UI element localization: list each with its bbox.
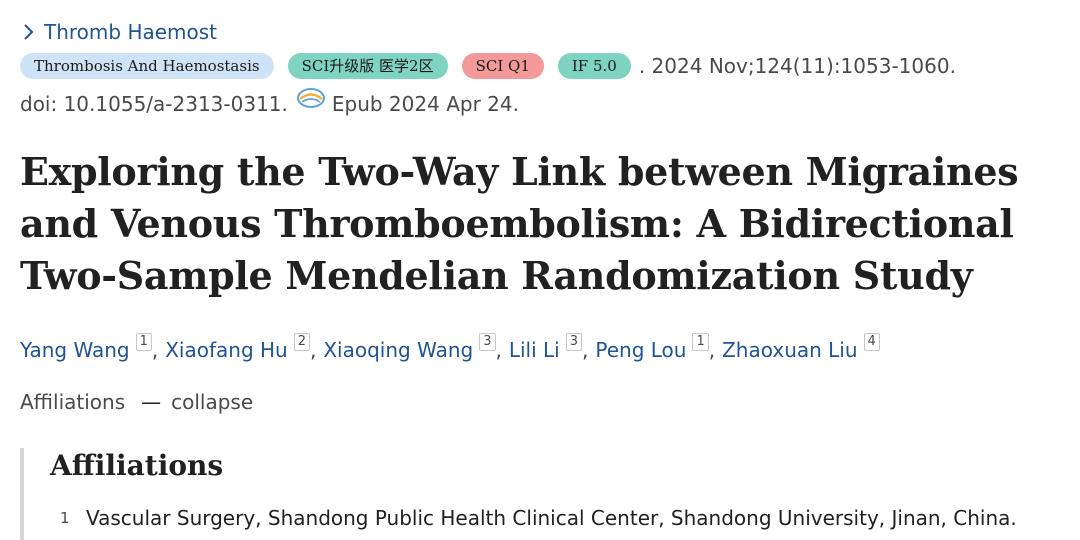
affiliations-panel: Affiliations 1 Vascular Surgery, Shandon…	[20, 448, 1064, 540]
affiliation-ref[interactable]: 2	[293, 333, 310, 351]
author-name[interactable]: Xiaofang Hu	[165, 338, 288, 362]
epub-date: Epub 2024 Apr 24.	[331, 92, 519, 116]
collapse-link[interactable]: collapse	[171, 390, 254, 414]
affiliation-ref[interactable]: 3	[565, 333, 583, 351]
journal-link[interactable]: Thromb Haemost	[20, 17, 217, 47]
doi-row: doi: 10.1055/a-2313-0311. Epub 2024 Apr …	[20, 88, 519, 118]
affiliation-ref[interactable]: 3	[479, 333, 496, 351]
affiliation-item: 1 Vascular Surgery, Shandong Public Heal…	[60, 504, 1017, 532]
author-name[interactable]: Xiaoqing Wang	[323, 338, 474, 362]
author-separator: ,	[495, 338, 502, 362]
author-separator: ,	[151, 338, 159, 362]
sci-category-tag[interactable]: SCI升级版 医学2区	[287, 53, 448, 79]
author-separator: ,	[708, 338, 716, 362]
author-item: Yang Wang 1 ,	[20, 333, 165, 362]
impact-factor-tag[interactable]: IF 5.0	[557, 53, 631, 79]
affiliation-text: Vascular Surgery, Shandong Public Health…	[86, 506, 1017, 530]
affiliation-ref[interactable]: 1	[692, 333, 709, 351]
author-item: Lili Li 3 ,	[508, 333, 596, 362]
author-name[interactable]: Zhaoxuan Liu	[722, 338, 858, 362]
author-item: Xiaofang Hu 2 ,	[165, 333, 323, 362]
journal-name-tag[interactable]: Thrombosis And Haemostasis	[20, 53, 274, 79]
affiliations-toggle-label: Affiliations	[20, 390, 126, 414]
author-name[interactable]: Yang Wang	[20, 338, 130, 362]
affiliations-heading: Affiliations	[50, 449, 224, 482]
affiliations-toggle-dash: —	[141, 390, 162, 414]
author-item: Peng Lou 1 ,	[595, 333, 722, 362]
affiliation-number: 1	[60, 509, 70, 527]
doi-text: doi: 10.1055/a-2313-0311.	[20, 92, 288, 116]
author-item: Zhaoxuan Liu 4	[722, 333, 880, 362]
free-access-icon[interactable]	[296, 86, 326, 110]
article-title: Exploring the Two-Way Link between Migra…	[20, 149, 1019, 298]
author-separator: ,	[582, 338, 589, 362]
author-item: Xiaoqing Wang 3 ,	[323, 333, 509, 362]
journal-link-label[interactable]: Thromb Haemost	[44, 20, 218, 44]
author-name[interactable]: Lili Li	[508, 338, 560, 362]
chevron-right-icon	[24, 24, 34, 40]
author-name[interactable]: Peng Lou	[595, 338, 687, 362]
citation-text: . 2024 Nov;124(11):1053-1060.	[638, 54, 956, 78]
affiliation-ref[interactable]: 4	[863, 333, 880, 351]
author-separator: ,	[310, 338, 317, 362]
affiliation-ref[interactable]: 1	[135, 333, 152, 351]
author-list: Yang Wang 1 , Xiaofang Hu 2 , Xiaoqing W…	[20, 333, 880, 366]
citation-row: Thrombosis And Haemostasis SCI升级版 医学2区 S…	[20, 53, 956, 79]
sci-quartile-tag[interactable]: SCI Q1	[461, 53, 544, 79]
affiliations-toggle[interactable]: Affiliations — collapse	[20, 387, 253, 417]
